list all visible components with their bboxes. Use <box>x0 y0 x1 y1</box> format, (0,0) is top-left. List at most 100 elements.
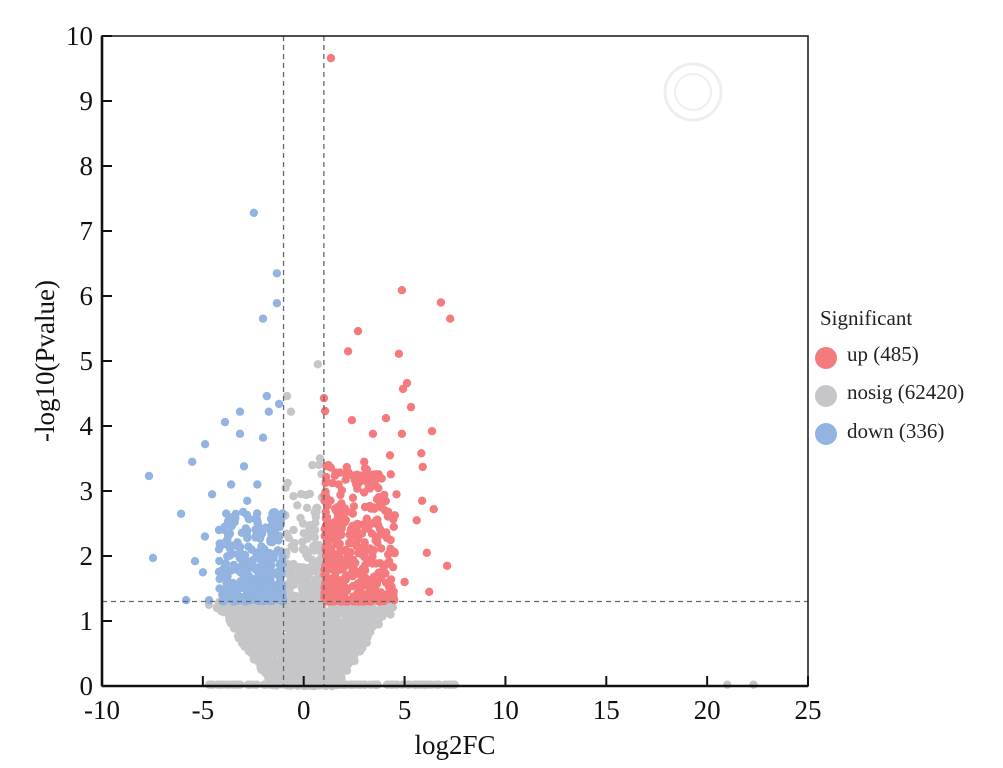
point-down <box>274 399 284 409</box>
point-nosig <box>271 630 280 639</box>
point-up <box>425 587 434 596</box>
x-tick-label: -5 <box>192 695 215 725</box>
y-tick-label: 7 <box>80 216 94 246</box>
point-up <box>360 552 369 562</box>
x-tick-label: 10 <box>492 695 519 725</box>
point-up <box>359 488 369 497</box>
point-down <box>226 480 236 489</box>
point-up <box>381 414 391 423</box>
point-nosig <box>254 657 264 666</box>
point-up <box>417 449 426 458</box>
point-nosig <box>314 460 324 470</box>
point-up <box>348 567 357 576</box>
point-nosig <box>266 639 275 648</box>
point-nosig <box>298 519 308 528</box>
point-nosig <box>282 640 292 650</box>
point-down <box>241 564 250 573</box>
point-up <box>368 559 377 568</box>
point-up <box>327 548 337 557</box>
point-down <box>250 514 260 523</box>
point-up <box>347 416 357 425</box>
point-nosig <box>250 620 259 629</box>
point-down <box>253 590 262 599</box>
point-nosig <box>299 586 308 595</box>
point-down <box>256 578 265 588</box>
point-up <box>390 547 399 557</box>
point-up <box>422 548 431 557</box>
point-nosig <box>371 619 380 628</box>
point-up <box>384 507 393 517</box>
point-nosig <box>313 360 322 369</box>
point-nosig <box>362 636 371 645</box>
point-up <box>321 561 330 570</box>
point-down <box>272 269 282 278</box>
point-up <box>389 522 398 531</box>
point-up <box>360 538 369 547</box>
y-axis: 0 1 2 3 4 5 6 7 8 9 10 <box>66 21 112 701</box>
point-down <box>276 517 285 526</box>
point-down <box>273 593 282 602</box>
x-tick-label: 25 <box>795 695 822 725</box>
point-up <box>352 474 361 483</box>
point-up <box>371 481 380 490</box>
point-nosig <box>247 638 256 648</box>
point-down <box>276 559 285 568</box>
point-up <box>368 429 378 438</box>
point-nosig <box>349 652 359 661</box>
point-nosig <box>308 460 317 470</box>
point-up <box>352 480 361 489</box>
point-nosig <box>271 663 281 672</box>
point-up <box>394 349 404 358</box>
point-up <box>373 533 382 542</box>
point-down <box>269 524 278 533</box>
point-nosig <box>288 602 297 611</box>
point-nosig <box>376 609 385 618</box>
point-nosig <box>298 545 308 554</box>
y-tick-label: 3 <box>80 476 94 506</box>
point-nosig <box>286 407 296 416</box>
point-up <box>321 472 331 482</box>
point-down <box>218 590 227 600</box>
point-nosig <box>283 624 293 634</box>
legend: Significant up (485) nosig (62420) down … <box>815 306 964 445</box>
point-up <box>436 298 446 307</box>
point-down <box>258 549 267 558</box>
point-nosig <box>367 603 377 612</box>
point-up <box>334 524 343 534</box>
point-down <box>274 571 283 580</box>
point-up <box>357 597 366 606</box>
point-nosig <box>310 560 320 570</box>
legend-label-down: down (336) <box>847 419 944 443</box>
point-up <box>348 493 358 502</box>
point-nosig <box>308 618 317 628</box>
point-nosig <box>284 533 293 543</box>
point-up <box>333 468 342 478</box>
point-nosig <box>286 671 295 680</box>
point-up <box>386 470 395 479</box>
point-nosig <box>342 646 351 656</box>
point-up <box>361 566 370 575</box>
point-down <box>275 579 284 589</box>
point-nosig <box>306 632 316 641</box>
point-up <box>344 468 353 477</box>
point-up <box>334 508 343 518</box>
point-up <box>392 490 401 499</box>
point-up <box>381 569 390 578</box>
point-nosig <box>282 391 292 401</box>
plot-border <box>101 35 809 687</box>
point-nosig <box>226 615 236 625</box>
point-down <box>258 314 268 323</box>
point-up <box>330 556 339 565</box>
point-down <box>257 542 266 551</box>
point-up <box>386 590 395 600</box>
point-nosig <box>320 614 329 623</box>
point-nosig <box>230 607 240 616</box>
point-down <box>144 471 154 481</box>
point-nosig <box>358 643 367 653</box>
point-nosig <box>219 608 228 617</box>
point-nosig <box>298 640 307 650</box>
point-up <box>368 470 377 479</box>
point-down <box>247 585 256 594</box>
point-nosig <box>327 651 336 661</box>
point-up <box>386 535 395 545</box>
